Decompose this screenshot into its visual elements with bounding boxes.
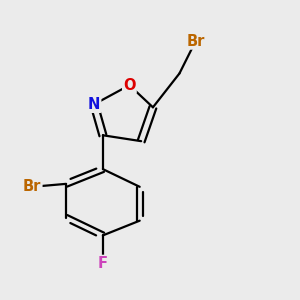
Text: O: O	[123, 78, 136, 93]
Text: F: F	[98, 256, 108, 271]
Text: Br: Br	[187, 34, 205, 49]
Text: N: N	[88, 97, 100, 112]
Text: Br: Br	[23, 179, 41, 194]
